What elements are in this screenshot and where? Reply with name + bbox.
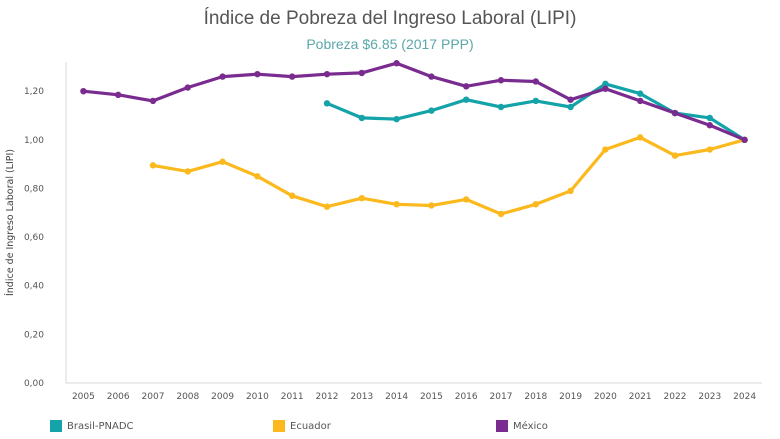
data-point[interactable] (393, 201, 400, 208)
data-point[interactable] (289, 192, 296, 199)
data-point[interactable] (497, 210, 505, 218)
legend-item-ecuador[interactable]: Ecuador (273, 420, 331, 432)
data-point[interactable] (393, 115, 400, 123)
data-point[interactable] (323, 100, 331, 107)
data-point[interactable] (706, 122, 713, 129)
data-point[interactable] (637, 134, 644, 141)
series-line-brasil-pnadc[interactable] (325, 82, 747, 142)
data-point[interactable] (323, 70, 331, 78)
data-point[interactable] (428, 73, 435, 80)
chart-subtitle: Pobreza $6.85 (2017 PPP) (306, 36, 474, 52)
data-point[interactable] (532, 201, 539, 208)
line-chart: 0,00 0,20 0,40 0,60 0,80 1,00 1,20 Índice de In… (4, 60, 762, 402)
y-axis-title: Índice de Ingreso Laboral (LIPI) (4, 149, 16, 296)
data-point[interactable] (671, 109, 679, 117)
data-point[interactable] (637, 90, 644, 97)
x-tick-label: 2011 (281, 392, 304, 402)
y-tick-label: 0,80 (24, 184, 44, 194)
legend-swatch-brasil (50, 420, 62, 432)
data-point[interactable] (115, 91, 122, 99)
legend-label-mexico: México (513, 420, 548, 432)
data-point[interactable] (497, 77, 505, 84)
data-point[interactable] (184, 168, 191, 175)
data-point[interactable] (219, 158, 226, 165)
data-point[interactable] (463, 196, 470, 203)
series-line-m-xico[interactable] (81, 61, 747, 142)
data-point[interactable] (532, 78, 539, 85)
data-point[interactable] (358, 69, 365, 77)
data-point[interactable] (393, 60, 400, 67)
data-point[interactable] (671, 152, 679, 159)
data-point[interactable] (463, 83, 470, 90)
x-tick-label: 2007 (142, 392, 165, 402)
x-tick-label: 2015 (420, 392, 443, 402)
x-tick-label: 2010 (246, 392, 269, 402)
legend-item-mexico[interactable]: México (496, 420, 548, 432)
x-tick-label: 2021 (629, 392, 652, 402)
data-point[interactable] (706, 114, 713, 122)
series-line-ecuador[interactable] (151, 135, 747, 216)
x-tick-label: 2023 (698, 392, 721, 402)
y-tick-label: 0,20 (24, 330, 44, 340)
x-tick-label: 2024 (733, 392, 756, 402)
y-tick-label: 0,00 (24, 379, 44, 389)
x-tick-label: 2009 (211, 392, 234, 402)
data-point[interactable] (358, 114, 365, 122)
data-point[interactable] (706, 146, 713, 153)
chart-title: Índice de Pobreza del Ingreso Laboral (L… (203, 8, 577, 29)
data-point[interactable] (149, 97, 157, 105)
y-tick-label: 0,40 (24, 282, 44, 292)
legend-swatch-ecuador (273, 420, 285, 432)
data-point[interactable] (567, 187, 574, 195)
data-point[interactable] (80, 87, 87, 95)
data-point[interactable] (323, 203, 331, 210)
data-point[interactable] (219, 73, 226, 80)
data-point[interactable] (602, 85, 609, 92)
x-tick-label: 2020 (594, 392, 617, 402)
data-point[interactable] (428, 202, 435, 209)
data-point[interactable] (289, 73, 296, 80)
data-point[interactable] (149, 162, 157, 169)
data-point[interactable] (532, 97, 539, 105)
data-point[interactable] (741, 136, 748, 144)
x-tick-label: 2006 (107, 392, 130, 402)
x-tick-label: 2013 (350, 392, 373, 402)
x-tick-label: 2019 (559, 392, 582, 402)
data-point[interactable] (602, 146, 609, 153)
data-point[interactable] (602, 80, 609, 88)
x-tick-label: 2005 (72, 392, 95, 402)
legend-swatch-mexico (496, 420, 508, 432)
y-tick-label: 0,60 (24, 233, 44, 243)
data-point[interactable] (567, 103, 574, 111)
legend-label-ecuador: Ecuador (290, 420, 331, 432)
chart-legend: Brasil-PNADC Ecuador México (0, 420, 780, 436)
data-point[interactable] (463, 96, 470, 103)
y-tick-label: 1,20 (24, 87, 44, 97)
data-point[interactable] (637, 97, 644, 105)
y-tick-label: 1,00 (24, 136, 44, 146)
data-point[interactable] (254, 173, 261, 180)
legend-label-brasil: Brasil-PNADC (67, 420, 134, 432)
data-point[interactable] (184, 84, 191, 91)
data-point[interactable] (428, 107, 435, 114)
data-point[interactable] (254, 70, 261, 78)
x-tick-label: 2022 (664, 392, 687, 402)
data-point[interactable] (358, 194, 365, 202)
x-tick-label: 2018 (524, 392, 547, 402)
x-tick-label: 2012 (316, 392, 339, 402)
x-tick-label: 2014 (385, 392, 408, 402)
x-tick-label: 2008 (176, 392, 199, 402)
data-point[interactable] (567, 96, 574, 103)
legend-item-brasil[interactable]: Brasil-PNADC (50, 420, 134, 432)
x-tick-label: 2017 (490, 392, 513, 402)
x-tick-label: 2016 (455, 392, 478, 402)
data-point[interactable] (497, 103, 505, 111)
